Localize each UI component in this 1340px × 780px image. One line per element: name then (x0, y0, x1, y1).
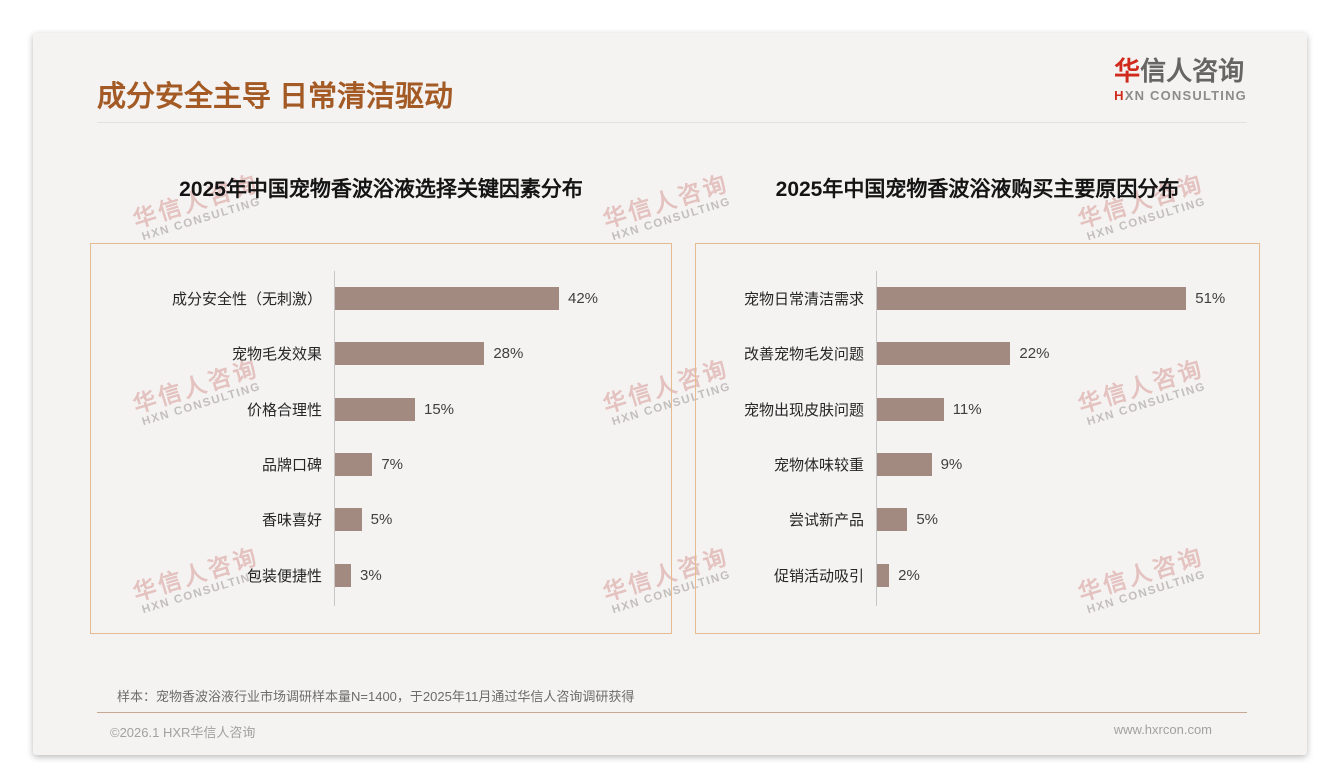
value-label: 5% (916, 511, 938, 529)
category-label: 改善宠物毛发问题 (743, 346, 864, 364)
slide-card: 华信人咨询 HXN CONSULTING 华信人咨询 HXN CONSULTING 华信… (33, 33, 1307, 755)
category-label: 品牌口碑 (261, 457, 322, 475)
bar (335, 508, 362, 532)
footer-divider (97, 712, 1247, 713)
company-logo: 华信人咨询 HXN CONSULTING (1114, 56, 1247, 103)
category-label: 宠物体味较重 (773, 457, 864, 475)
bar (335, 453, 373, 477)
right-chart-title: 2025年中国宠物香波浴液购买主要原因分布 (775, 178, 1180, 201)
bar (877, 287, 1187, 311)
bar-area: 15% (334, 397, 671, 421)
category-label: 成分安全性（无刺激） (171, 291, 322, 309)
logo-subtitle-rest: XN CONSULTING (1124, 87, 1247, 103)
left-chart-axis-line (334, 271, 335, 606)
value-label: 42% (568, 290, 599, 308)
bar-area: 5% (334, 508, 671, 532)
left-chart-panel: 成分安全性（无刺激） 42% 宠物毛发效果 28% 价格合理性 15% 品牌口碑 7% 香味喜好… (90, 243, 672, 634)
left-chart-rows: 成分安全性（无刺激） 42% 宠物毛发效果 28% 价格合理性 15% 品牌口碑 7% 香味喜好… (91, 244, 671, 633)
bar (877, 508, 908, 532)
bar-area: 2% (876, 563, 1259, 587)
left-chart-title: 2025年中国宠物香波浴液选择关键因素分布 (179, 178, 583, 201)
bar (877, 397, 944, 421)
bar-row: 宠物日常清洁需求 51% (696, 271, 1259, 326)
value-label: 15% (424, 400, 455, 418)
value-label: 2% (898, 566, 920, 584)
bar (877, 563, 890, 587)
bar-row: 促销活动吸引 2% (696, 548, 1259, 603)
value-label: 9% (940, 456, 963, 474)
right-chart-rows: 宠物日常清洁需求 51% 改善宠物毛发问题 22% 宠物出现皮肤问题 11% 宠物体味较重 9… (696, 244, 1259, 633)
category-label: 宠物日常清洁需求 (743, 291, 864, 309)
bar-row: 品牌口碑 7% (91, 437, 671, 492)
bar (877, 453, 932, 477)
bar-row: 尝试新产品 5% (696, 492, 1259, 547)
bar-area: 28% (334, 342, 671, 366)
footer-website: www.hxrcon.com (1113, 722, 1212, 737)
value-label: 7% (381, 456, 404, 474)
category-label: 香味喜好 (261, 512, 322, 530)
right-chart-axis-line (876, 271, 877, 606)
category-label: 包装便捷性 (246, 567, 322, 585)
bar-row: 成分安全性（无刺激） 42% (91, 271, 671, 326)
bar-area: 11% (876, 397, 1259, 421)
bar-row: 价格合理性 15% (91, 382, 671, 437)
value-label: 11% (952, 400, 982, 418)
logo-subtitle: HXN CONSULTING (1114, 88, 1247, 103)
value-label: 5% (370, 511, 393, 529)
bar-area: 51% (876, 287, 1259, 311)
bar-row: 包装便捷性 3% (91, 548, 671, 603)
value-label: 22% (1019, 345, 1050, 363)
bar-row: 宠物毛发效果 28% (91, 326, 671, 381)
bar (335, 342, 485, 366)
bar-area: 9% (876, 453, 1259, 477)
logo-brand-first-char: 华 (1114, 56, 1141, 86)
bar (877, 342, 1011, 366)
bar-area: 7% (334, 453, 671, 477)
category-label: 价格合理性 (246, 401, 322, 419)
bar-area: 22% (876, 342, 1259, 366)
bar-row: 改善宠物毛发问题 22% (696, 326, 1259, 381)
bar-row: 宠物体味较重 9% (696, 437, 1259, 492)
logo-subtitle-first-char: H (1114, 87, 1125, 103)
bar-area: 3% (334, 563, 671, 587)
bar-area: 5% (876, 508, 1259, 532)
value-label: 28% (493, 345, 524, 363)
header-divider (97, 122, 1247, 123)
category-label: 宠物出现皮肤问题 (743, 401, 864, 419)
value-label: 51% (1195, 290, 1226, 308)
logo-brand-text: 华信人咨询 (1114, 56, 1247, 87)
page-title: 成分安全主导 日常清洁驱动 (97, 81, 454, 113)
category-label: 尝试新产品 (788, 512, 864, 530)
bar-row: 宠物出现皮肤问题 11% (696, 382, 1259, 437)
bar-area: 42% (334, 287, 671, 311)
bar (335, 563, 351, 587)
sample-note: 样本：宠物香波浴液行业市场调研样本量N=1400，于2025年11月通过华信人咨… (117, 689, 635, 704)
category-label: 促销活动吸引 (773, 567, 864, 585)
logo-brand-rest: 信人咨询 (1140, 56, 1245, 86)
value-label: 3% (360, 566, 382, 584)
right-chart-panel: 宠物日常清洁需求 51% 改善宠物毛发问题 22% 宠物出现皮肤问题 11% 宠物体味较重 9… (695, 243, 1260, 634)
bar (335, 397, 415, 421)
category-label: 宠物毛发效果 (231, 346, 322, 364)
bar-row: 香味喜好 5% (91, 492, 671, 547)
bar (335, 287, 559, 311)
footer-copyright: ©2026.1 HXR华信人咨询 (110, 725, 256, 740)
